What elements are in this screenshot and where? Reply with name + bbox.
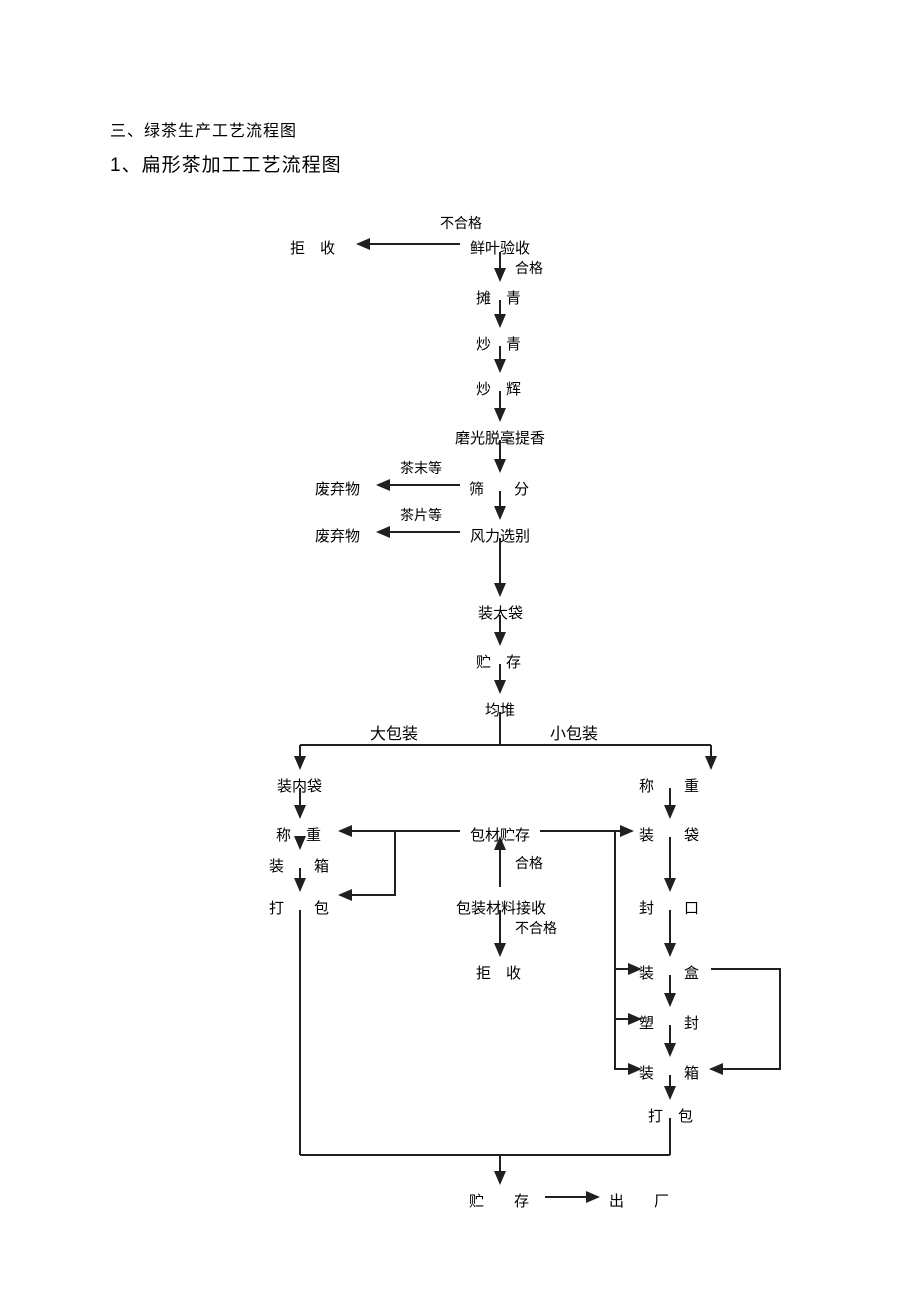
node-waste-2: 废弃物 (315, 525, 360, 546)
node-chaoqing: 炒 青 (476, 333, 521, 354)
node-fresh-leaf: 鲜叶验收 (470, 237, 530, 258)
node-dabao-left: 打 包 (269, 897, 329, 918)
node-zhuanghe-right: 装 盒 (639, 962, 699, 983)
node-zhucun-1: 贮 存 (476, 651, 521, 672)
node-jundui: 均堆 (485, 699, 515, 720)
node-zhucun-2: 贮 存 (469, 1190, 529, 1211)
label-buhege-1: 不合格 (440, 213, 482, 233)
node-fengkou-right: 封 口 (639, 897, 699, 918)
node-zhuangxiang-left: 装 箱 (269, 855, 329, 876)
label-chapian: 茶片等 (400, 505, 442, 525)
node-sufeng-right: 塑 封 (639, 1012, 699, 1033)
node-reject-1: 拒 收 (290, 237, 335, 258)
node-zhuangxiang-right: 装 箱 (639, 1062, 699, 1083)
node-fengli: 风力选别 (470, 525, 530, 546)
node-dabao-right: 打 包 (648, 1105, 693, 1126)
node-da-baozhuang: 大包装 (370, 720, 418, 744)
node-zhuangdadai: 装大袋 (478, 602, 523, 623)
node-moguang: 磨光脱毫提香 (455, 427, 545, 448)
flowchart-svg (0, 0, 920, 1303)
node-jushou-2: 拒 收 (476, 962, 521, 983)
node-chuchang: 出 厂 (609, 1190, 669, 1211)
node-shaifen: 筛 分 (469, 478, 529, 499)
label-hege-1: 合格 (515, 258, 543, 278)
label-chamo: 茶末等 (400, 458, 442, 478)
node-tanqing: 摊 青 (476, 287, 521, 308)
node-zhuangneidai: 装内袋 (277, 775, 322, 796)
node-baozhuang-recv: 包装材料接收 (456, 897, 546, 918)
label-hege-2: 合格 (515, 853, 543, 873)
node-zhuangdai-right: 装 袋 (639, 824, 699, 845)
node-waste-1: 废弃物 (315, 478, 360, 499)
node-chengzhong-right: 称 重 (639, 775, 699, 796)
node-chaohui: 炒 辉 (476, 378, 521, 399)
node-xiao-baozhuang: 小包装 (550, 720, 598, 744)
node-baocai: 包材贮存 (470, 824, 530, 845)
label-buhege-2: 不合格 (515, 918, 557, 938)
node-chengzhong-left: 称 重 (276, 824, 321, 845)
